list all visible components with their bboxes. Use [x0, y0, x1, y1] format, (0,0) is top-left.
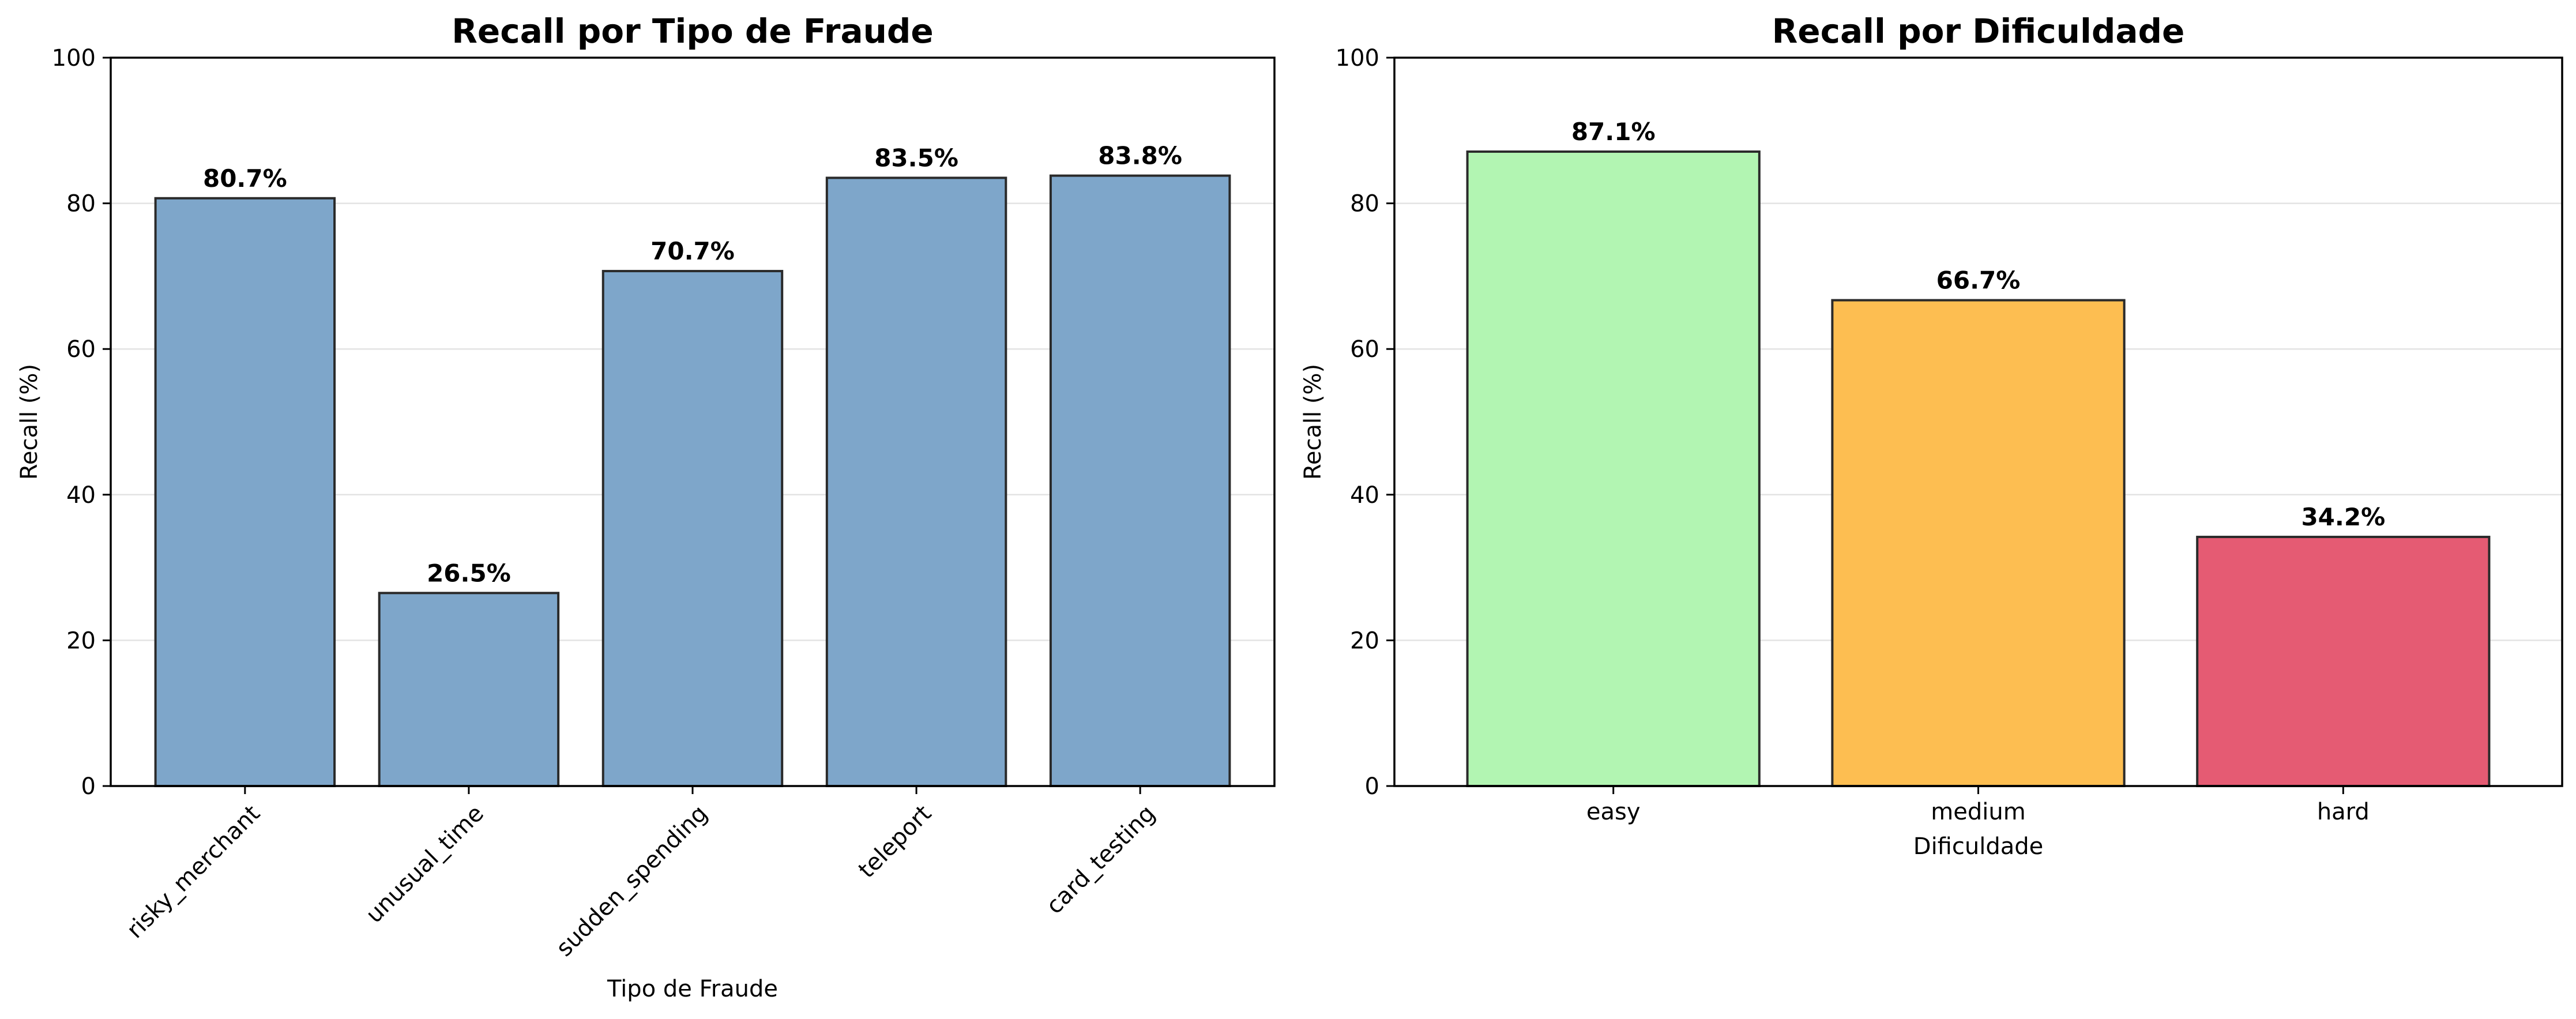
y-tick-label: 80 [66, 191, 96, 217]
bar [1466, 150, 1761, 787]
plot-frame [1393, 57, 2563, 787]
chart-recall-by-difficulty: 0 20 40 60 80 100 87.1% easy 66.7% medium 34.2% har… [1300, 12, 2563, 860]
bar [154, 197, 336, 788]
y-axis-label: Recall (%) [16, 364, 43, 480]
y-tick-label: 60 [1350, 336, 1379, 363]
data-label: 70.7% [650, 237, 735, 265]
y-tick-label: 80 [1350, 191, 1379, 217]
x-tick-label: sudden_spending [551, 800, 713, 962]
y-tick-label: 0 [1365, 773, 1379, 800]
data-label: 83.5% [874, 144, 958, 172]
data-label: 80.7% [203, 164, 287, 193]
x-tick-label: card_testing [1041, 800, 1161, 920]
x-tick-label: hard [2317, 799, 2370, 825]
x-tick-label: teleport [853, 800, 937, 883]
chart-recall-by-fraud-type: 0 20 40 60 80 100 80.7% risky_merchant 26.5% unus… [16, 12, 1276, 1002]
y-tick-label: 100 [52, 45, 96, 72]
y-tick-label: 100 [1336, 45, 1379, 72]
y-axis-label: Recall (%) [1300, 364, 1326, 480]
x-tick-label: unusual_time [361, 800, 489, 928]
data-label: 26.5% [427, 559, 511, 587]
y-tick-label: 60 [66, 336, 96, 363]
y-tick-label: 40 [1350, 482, 1379, 509]
bar [2196, 536, 2491, 788]
plot-frame [110, 57, 1276, 787]
bar [1049, 174, 1231, 788]
x-tick-label: risky_merchant [122, 800, 265, 944]
bar [1831, 299, 2126, 787]
data-label: 66.7% [1936, 266, 2021, 295]
y-tick-label: 0 [81, 773, 96, 800]
x-axis-label: Tipo de Fraude [607, 976, 778, 1002]
data-label: 83.8% [1098, 142, 1182, 170]
chart-title: Recall por Tipo de Fraude [452, 12, 933, 51]
chart-title: Recall por Dificuldade [1772, 12, 2185, 51]
y-tick-label: 20 [1350, 627, 1379, 654]
bar [378, 592, 560, 788]
y-tick-label: 40 [66, 482, 96, 509]
bar [825, 176, 1007, 787]
x-tick-label: medium [1931, 799, 2025, 825]
x-tick-label: easy [1586, 799, 1641, 825]
x-axis-label: Dificuldade [1913, 833, 2043, 860]
data-label: 87.1% [1571, 118, 1656, 146]
data-label: 34.2% [2301, 503, 2385, 531]
y-tick-label: 20 [66, 627, 96, 654]
bar [601, 270, 784, 787]
